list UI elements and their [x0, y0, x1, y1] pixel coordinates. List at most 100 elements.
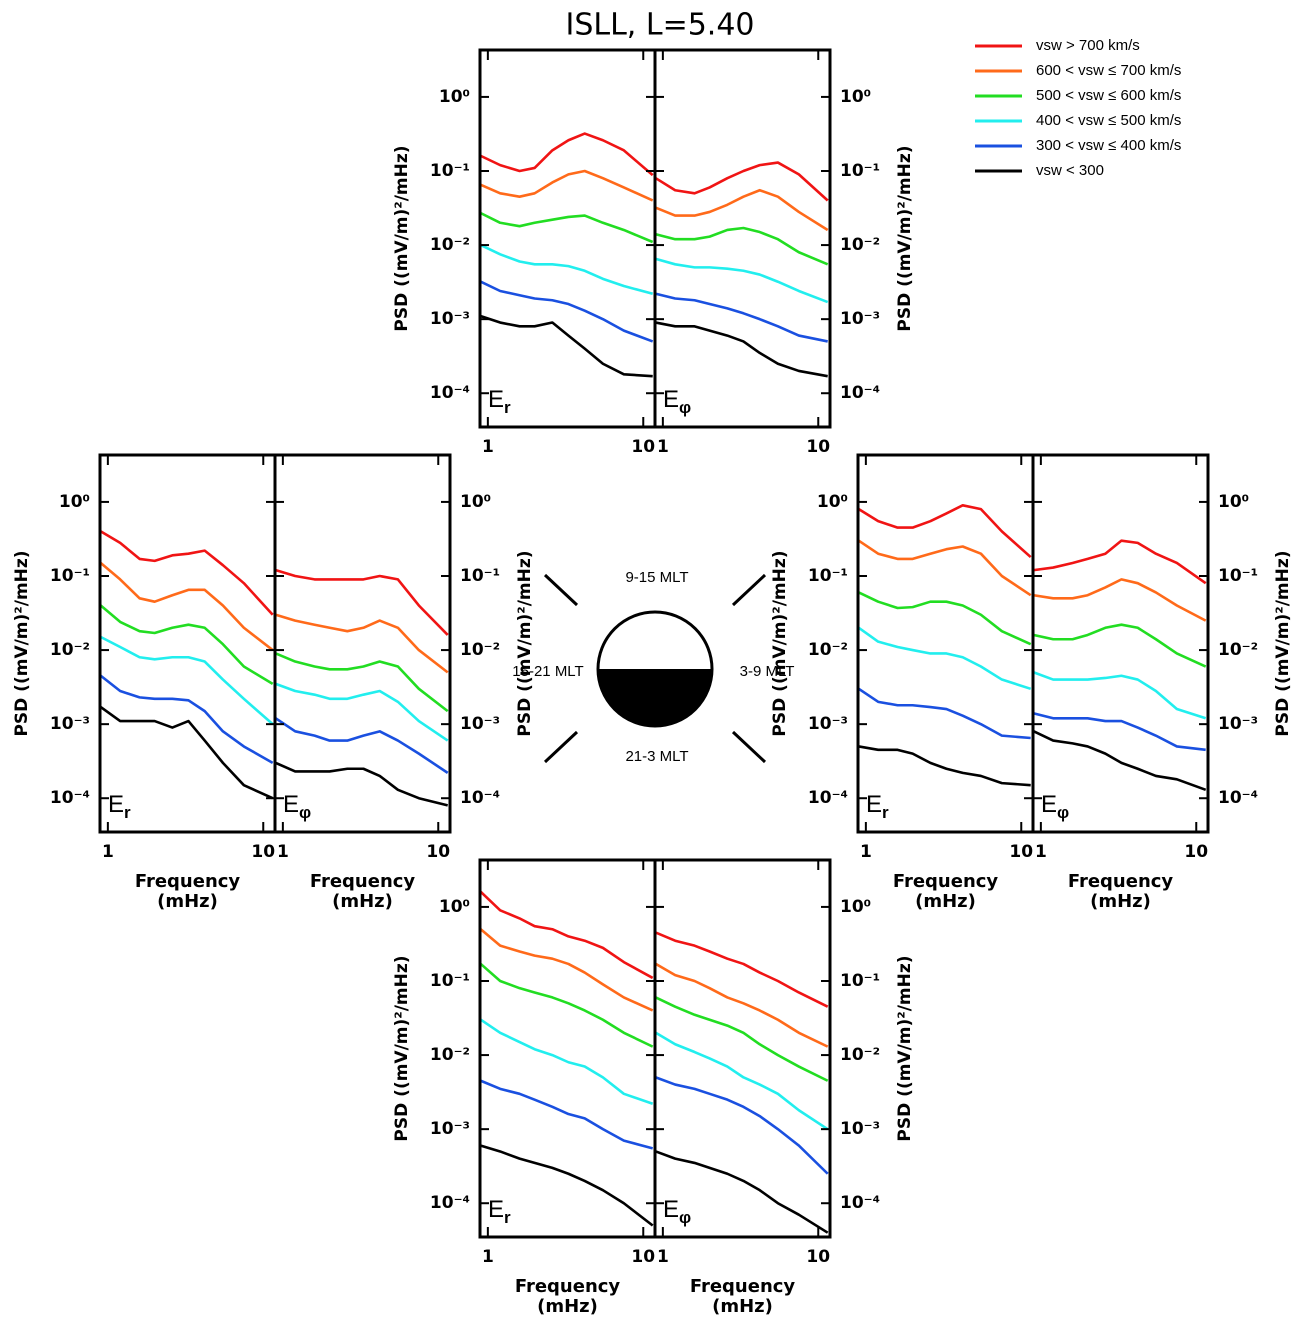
y-tick-label: 10⁻²: [430, 1045, 470, 1065]
data-line: [655, 257, 829, 304]
data-line: [99, 604, 274, 685]
data-line: [480, 1018, 654, 1106]
data-line: [479, 962, 654, 1048]
panel-label-subscript: r: [504, 398, 511, 417]
x-tick-label: 10: [251, 842, 275, 862]
y-tick-label: 10⁻¹: [1218, 566, 1258, 586]
x-tick-label: 10: [631, 437, 655, 457]
panel-label: Eφ: [663, 386, 691, 417]
legend-label: 500 < vsw ≤ 600 km/s: [1036, 87, 1181, 104]
y-axis-label: PSD ((mV/m)²/mHz): [12, 550, 32, 736]
y-axis-label: PSD ((mV/m)²/mHz): [392, 145, 412, 331]
panel-label: Eφ: [1041, 791, 1069, 822]
data-line: [857, 626, 1032, 691]
data-line: [655, 161, 829, 202]
x-axis-label: (mHz): [712, 1296, 773, 1317]
data-line: [858, 504, 1032, 559]
y-tick-label: 10⁰: [840, 897, 871, 917]
y-tick-label: 10⁻⁴: [840, 1193, 880, 1213]
panel-label-base: E: [1041, 791, 1057, 818]
y-axis-label: PSD ((mV/m)²/mHz): [515, 550, 535, 736]
x-tick-label: 10: [1009, 842, 1033, 862]
data-line: [1033, 730, 1207, 792]
data-line: [655, 962, 829, 1048]
sector-line: [731, 573, 767, 607]
x-axis-label: Frequency: [893, 871, 999, 892]
data-line: [480, 280, 654, 343]
panel-label-base: E: [108, 791, 124, 818]
data-line: [858, 745, 1031, 787]
y-tick-label: 10⁻¹: [50, 566, 90, 586]
y-tick-label: 10⁰: [59, 492, 90, 512]
panel-label: Er: [108, 791, 131, 822]
legend-label: 300 < vsw ≤ 400 km/s: [1036, 137, 1181, 154]
x-tick-label: 1: [860, 842, 872, 862]
y-tick-label: 10⁰: [439, 87, 470, 107]
data-line: [858, 539, 1032, 597]
y-tick-label: 10⁻²: [808, 640, 848, 660]
y-tick-label: 10⁻⁴: [50, 788, 90, 808]
y-tick-label: 10⁻³: [50, 714, 90, 734]
x-axis-label: Frequency: [690, 1276, 796, 1297]
x-axis-label: Frequency: [515, 1276, 621, 1297]
data-line: [99, 674, 274, 765]
y-tick-label: 10⁰: [439, 897, 470, 917]
x-axis-label: Frequency: [310, 871, 416, 892]
x-tick-label: 10: [806, 1247, 830, 1267]
data-line: [275, 652, 449, 713]
y-tick-label: 10⁻³: [840, 309, 880, 329]
plot-frame: [653, 858, 832, 1239]
data-line: [480, 314, 653, 378]
y-tick-label: 10⁻²: [840, 1045, 880, 1065]
y-tick-label: 10⁻⁴: [430, 383, 470, 403]
data-line: [858, 591, 1032, 646]
y-tick-label: 10⁻²: [430, 235, 470, 255]
x-tick-label: 10: [426, 842, 450, 862]
y-tick-label: 10⁻⁴: [460, 788, 500, 808]
y-tick-label: 10⁻¹: [430, 161, 470, 181]
data-line: [1033, 623, 1207, 668]
plot-frame: [1031, 453, 1210, 834]
y-tick-label: 10⁻³: [1218, 714, 1258, 734]
panel-label-base: E: [488, 1196, 504, 1223]
y-tick-label: 10⁰: [817, 492, 848, 512]
y-axis-label: PSD ((mV/m)²/mHz): [895, 145, 915, 331]
data-line: [655, 996, 829, 1082]
data-line: [655, 1150, 829, 1234]
legend-label: vsw < 300: [1036, 162, 1104, 179]
y-tick-label: 10⁻⁴: [1218, 788, 1258, 808]
panel-label-base: E: [488, 386, 504, 413]
data-line: [480, 1144, 654, 1227]
data-line: [479, 928, 654, 1012]
x-axis-label: (mHz): [537, 1296, 598, 1317]
x-tick-label: 10: [806, 437, 830, 457]
panel-label: Er: [488, 386, 511, 417]
panel-label-base: E: [283, 791, 299, 818]
y-tick-label: 10⁰: [460, 492, 491, 512]
mlt-label: 15-21 MLT: [512, 663, 583, 680]
x-tick-label: 1: [277, 842, 289, 862]
y-tick-label: 10⁻¹: [430, 971, 470, 991]
y-tick-label: 10⁻⁴: [808, 788, 848, 808]
y-tick-label: 10⁻³: [840, 1119, 880, 1139]
data-line: [479, 890, 654, 980]
x-axis-label: (mHz): [332, 891, 393, 912]
data-line: [480, 169, 654, 202]
data-line: [99, 561, 274, 652]
x-axis-label: Frequency: [135, 871, 241, 892]
panel-label-base: E: [663, 386, 679, 413]
y-tick-label: 10⁻¹: [840, 971, 880, 991]
y-tick-label: 10⁻¹: [808, 566, 848, 586]
x-axis-label: (mHz): [157, 891, 218, 912]
panel-label: Eφ: [663, 1196, 691, 1227]
x-axis-label: Frequency: [1068, 871, 1174, 892]
panel-label-base: E: [866, 791, 882, 818]
x-tick-label: 10: [631, 1247, 655, 1267]
data-line: [275, 568, 449, 636]
figure-title: ISLL, L=5.40: [565, 8, 754, 43]
y-tick-label: 10⁻³: [808, 714, 848, 734]
y-axis-label: PSD ((mV/m)²/mHz): [1273, 550, 1291, 736]
mlt-diagram: 9-15 MLT 15-21 MLT 3-9 MLT 21-3 MLT: [512, 569, 794, 765]
data-line: [1033, 578, 1207, 622]
